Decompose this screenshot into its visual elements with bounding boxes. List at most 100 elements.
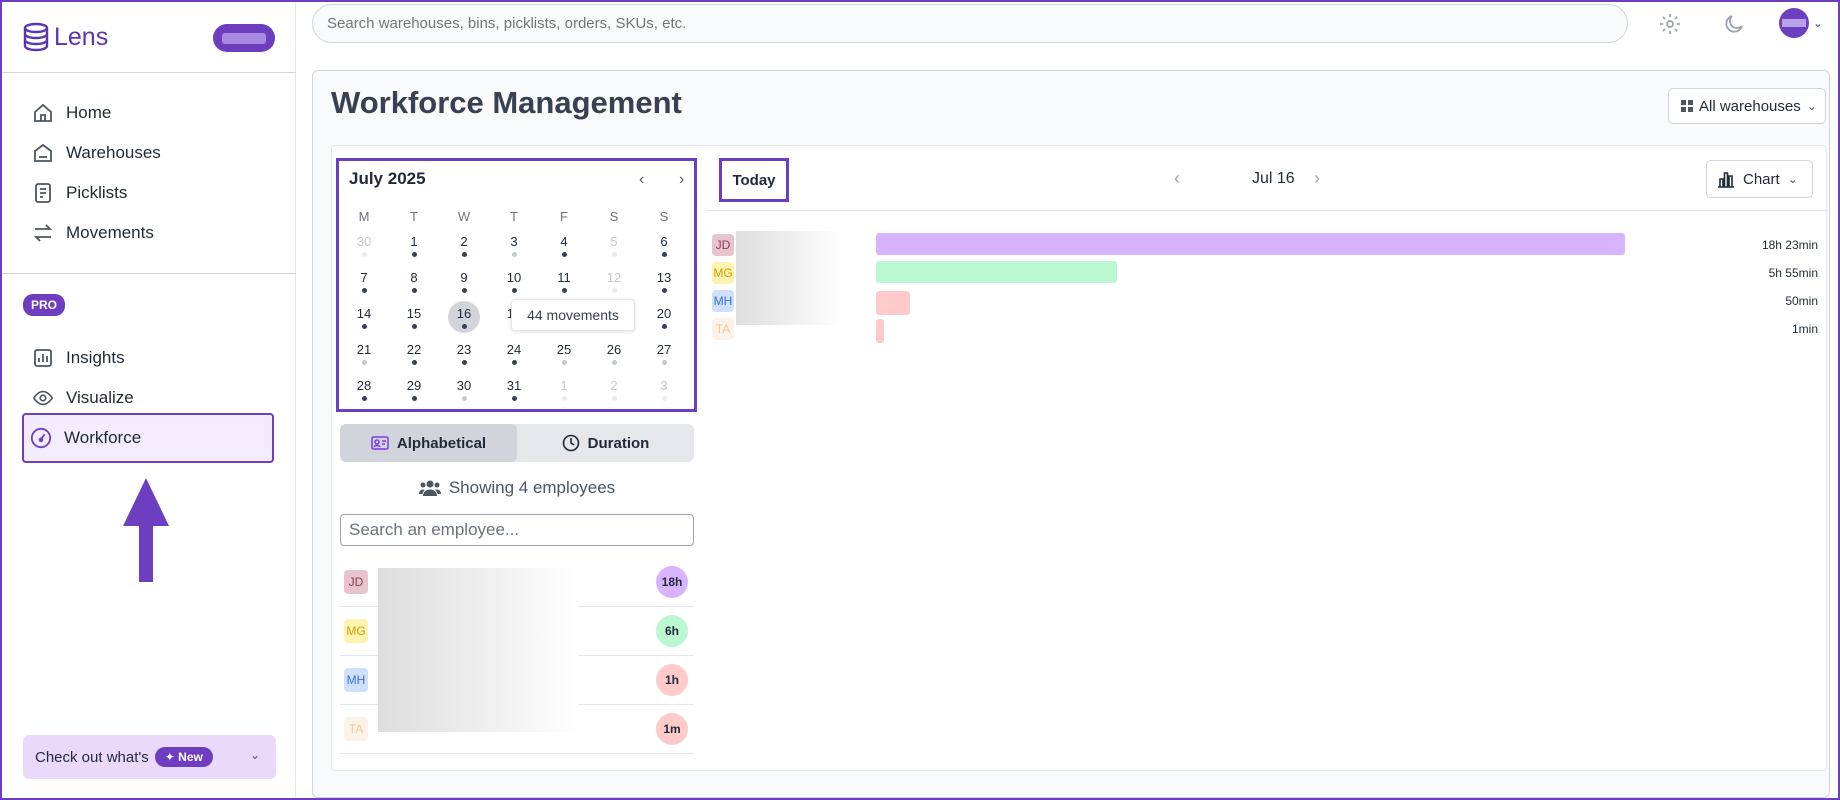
- calendar-day[interactable]: 7: [360, 270, 368, 285]
- global-search-input[interactable]: [312, 4, 1628, 43]
- duration-bar[interactable]: [876, 233, 1625, 255]
- nav-movements[interactable]: Movements: [24, 213, 276, 253]
- calendar-day[interactable]: 15: [406, 306, 422, 321]
- employee-count-text: Showing 4 employees: [448, 478, 616, 497]
- activity-dot: [562, 396, 567, 401]
- whats-new-banner[interactable]: Check out what's ✦ New ⌄: [23, 735, 276, 779]
- moon-icon[interactable]: [1722, 12, 1746, 36]
- calendar-day[interactable]: 27: [656, 342, 672, 357]
- activity-dot: [662, 396, 667, 401]
- redacted-names: [736, 231, 840, 325]
- nav-insights[interactable]: Insights: [24, 338, 276, 378]
- nav-picklists[interactable]: Picklists: [24, 173, 276, 213]
- duration-label: 5h 55min: [1768, 266, 1818, 280]
- nav-workforce[interactable]: Workforce: [22, 413, 274, 463]
- calendar-day[interactable]: 28: [356, 378, 372, 393]
- activity-dot: [462, 288, 467, 293]
- workforce-content: July 2025 ‹ › M T W T F S S 30 1 2 3 4 5 6 7 8 9 10 11 12 13…: [331, 145, 1828, 771]
- calendar-day[interactable]: 25: [556, 342, 572, 357]
- account-pill[interactable]: [213, 24, 275, 52]
- weekday-header: W: [457, 209, 471, 224]
- nav-label: Workforce: [64, 428, 142, 447]
- chevron-down-icon[interactable]: ⌄: [249, 748, 260, 762]
- calendar-day[interactable]: 10: [506, 270, 522, 285]
- activity-dot: [412, 252, 417, 257]
- next-month-icon[interactable]: ›: [679, 171, 685, 188]
- calendar-day[interactable]: 8: [410, 270, 418, 285]
- activity-dot: [412, 360, 417, 365]
- calendar-day: 5: [610, 234, 618, 249]
- divider: [2, 273, 296, 274]
- view-mode-label: Chart: [1743, 170, 1780, 188]
- nav-visualize[interactable]: Visualize: [24, 378, 276, 418]
- nav-label: Home: [66, 103, 112, 122]
- employee-row[interactable]: TA 1m: [340, 705, 694, 754]
- activity-dot: [462, 324, 467, 329]
- activity-dot: [662, 288, 667, 293]
- day-tooltip: 44 movements: [511, 299, 635, 331]
- employee-search-input[interactable]: [340, 514, 694, 546]
- sort-duration-button[interactable]: Duration: [517, 424, 694, 462]
- gauge-icon: [30, 427, 52, 449]
- pro-badge: PRO: [23, 294, 66, 316]
- activity-dot: [462, 396, 467, 401]
- calendar-day[interactable]: 23: [456, 342, 472, 357]
- calendar-day[interactable]: 26: [606, 342, 622, 357]
- duration-label: 18h 23min: [1761, 238, 1818, 252]
- duration-bar[interactable]: [876, 261, 1117, 283]
- duration-label: 50min: [1785, 294, 1818, 308]
- nav-home[interactable]: Home: [24, 93, 276, 133]
- calendar-day[interactable]: 16: [456, 306, 472, 321]
- warehouse-filter-label: All warehouses: [1699, 97, 1801, 115]
- database-logo-icon: [23, 22, 49, 52]
- calendar-day[interactable]: 29: [406, 378, 422, 393]
- brand-name: Lens: [54, 22, 109, 51]
- calendar-day[interactable]: 11: [557, 270, 571, 285]
- calendar-day[interactable]: 20: [656, 306, 672, 321]
- calendar-day[interactable]: 14: [356, 306, 372, 321]
- activity-dot: [362, 396, 367, 401]
- view-mode-dropdown[interactable]: Chart ⌄: [1706, 160, 1813, 198]
- employee-initials: MG: [344, 619, 368, 643]
- activity-dot: [662, 252, 667, 257]
- calendar-day[interactable]: 13: [656, 270, 672, 285]
- calendar-day[interactable]: 31: [506, 378, 522, 393]
- eye-icon: [32, 387, 54, 409]
- prev-month-icon[interactable]: ‹: [639, 171, 645, 188]
- calendar-day[interactable]: 4: [560, 234, 568, 249]
- main-panel: Workforce Management All warehouses ⌄ Ju…: [312, 70, 1830, 798]
- calendar-day[interactable]: 3: [510, 234, 518, 249]
- calendar-day: 2: [610, 378, 618, 393]
- sort-toggle: Alphabetical Duration: [340, 424, 694, 462]
- employee-initials: MH: [344, 668, 368, 692]
- warehouse-filter-dropdown[interactable]: All warehouses ⌄: [1668, 88, 1826, 124]
- activity-dot: [612, 252, 617, 257]
- new-badge: ✦ New: [154, 747, 213, 767]
- nav-warehouses[interactable]: Warehouses: [24, 133, 276, 173]
- sort-alphabetical-button[interactable]: Alphabetical: [340, 424, 517, 462]
- activity-dot: [562, 252, 567, 257]
- employee-hours-badge: 1m: [656, 713, 688, 745]
- user-menu[interactable]: ⌄: [1779, 2, 1834, 44]
- gear-icon[interactable]: [1658, 12, 1682, 36]
- calendar-day[interactable]: 21: [356, 342, 372, 357]
- next-day-icon[interactable]: ›: [1314, 168, 1320, 188]
- calendar: July 2025 ‹ › M T W T F S S 30 1 2 3 4 5 6 7 8 9 10 11 12 13…: [336, 158, 697, 412]
- calendar-day[interactable]: 30: [456, 378, 472, 393]
- calendar-day[interactable]: 22: [406, 342, 422, 357]
- calendar-day[interactable]: 2: [460, 234, 468, 249]
- today-button[interactable]: Today: [719, 158, 789, 202]
- arrows-icon: [32, 222, 54, 244]
- activity-dot: [662, 360, 667, 365]
- calendar-day[interactable]: 1: [410, 234, 418, 249]
- duration-bar[interactable]: [876, 319, 884, 343]
- calendar-day[interactable]: 9: [460, 270, 468, 285]
- calendar-day[interactable]: 24: [506, 342, 522, 357]
- prev-day-icon[interactable]: ‹: [1174, 168, 1180, 188]
- calendar-day[interactable]: 6: [660, 234, 668, 249]
- activity-dot: [612, 396, 617, 401]
- brand-logo[interactable]: Lens: [22, 22, 108, 52]
- employee-hours-badge: 18h: [656, 566, 688, 598]
- duration-bar[interactable]: [876, 291, 910, 315]
